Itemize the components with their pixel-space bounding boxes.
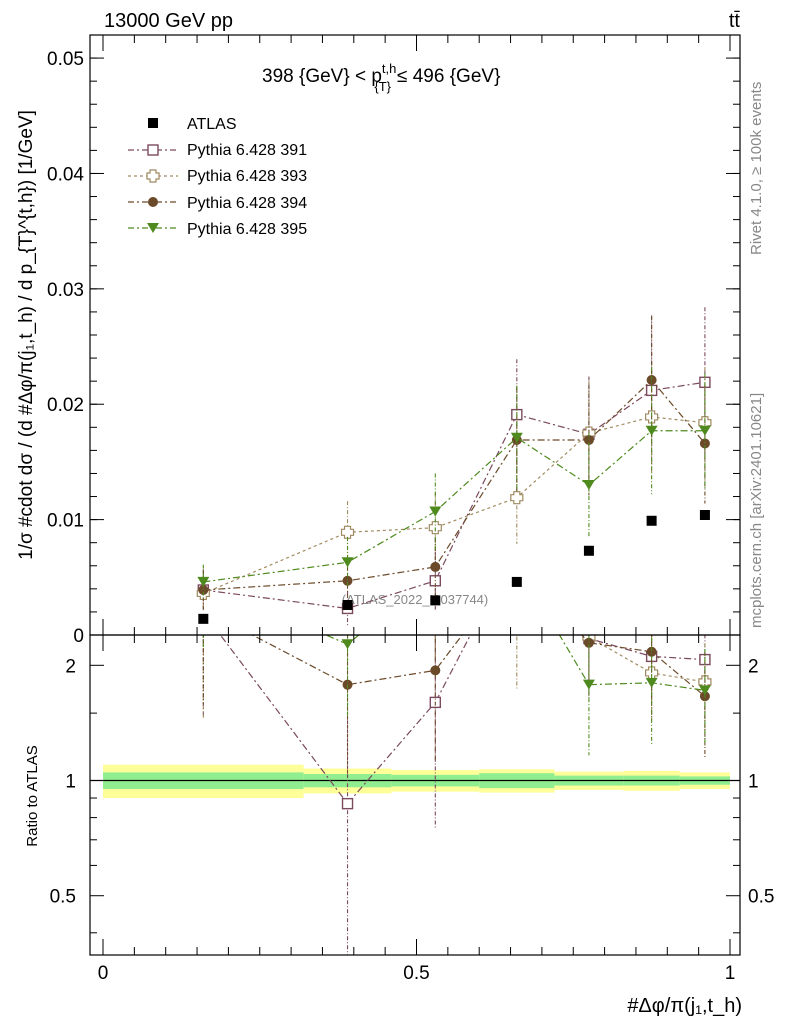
series-395-point [698, 425, 711, 436]
axes-layer: 0 0.01 0.02 0.03 0.04 0.05 0.5 0.5 1 1 2 2 0 0.5 1 [47, 34, 774, 984]
legend: ATLAS Pythia 6.428 391 Pythia 6.428 393 … [128, 116, 307, 238]
legend-391: Pythia 6.428 391 [128, 142, 307, 159]
atlas-point [430, 595, 441, 606]
series-391-ratio-point [341, 797, 354, 810]
ratio-ytick-label: 2 [65, 656, 76, 677]
rivet-info: Rivet 4.1.0, ≥ 100k events [748, 82, 765, 255]
series-395-point [582, 480, 595, 490]
series-395-ratio-point [511, 558, 523, 568]
legend-atlas-label: ATLAS [187, 116, 237, 133]
series-395-ratio-point [698, 685, 711, 696]
legend-atlas-marker [148, 118, 158, 128]
ratio-ytick-label-right: 2 [748, 656, 759, 677]
xtick-label: 0.5 [403, 963, 429, 984]
series-393-point [340, 525, 355, 539]
ratio-plot-area [197, 558, 712, 955]
legend-394-label: Pythia 6.428 394 [187, 195, 307, 212]
main-ytick-label: 0.04 [47, 164, 84, 185]
atlas-point [699, 510, 710, 520]
series-395-ratio-line [324, 635, 706, 691]
xtick-label: 1 [725, 963, 736, 984]
ratio-bands [90, 764, 740, 799]
series-395-point [341, 557, 354, 568]
atlas-point [511, 576, 522, 587]
series-395-ratio-point [645, 677, 658, 688]
y-axis-label: 1/σ #cdot dσ / (d #Δφ/π(j₁,t_h) / d p_{T… [16, 110, 37, 560]
series-395-point [645, 425, 658, 436]
legend-395: Pythia 6.428 395 [128, 221, 307, 238]
legend-393-label: Pythia 6.428 393 [187, 168, 307, 185]
plot-title: 398 {GeV} < pt,h {T} ≤ 496 {GeV} [262, 61, 500, 94]
ratio-frame [89, 634, 741, 956]
atlas-point [198, 613, 209, 624]
series-394-line [203, 379, 706, 591]
series-395-line [203, 430, 705, 583]
ratio-y-axis-label: Ratio to ATLAS [24, 745, 41, 846]
legend-395-label: Pythia 6.428 395 [187, 221, 307, 238]
series-395-point [510, 432, 523, 443]
main-plot-area [196, 307, 712, 626]
series-395-point [429, 506, 442, 517]
series-393-line [203, 416, 705, 595]
series-394-point [198, 585, 209, 595]
series-393-point [510, 491, 524, 505]
series-394-ratio-line [251, 635, 706, 697]
legend-393: Pythia 6.428 393 [128, 168, 307, 185]
header-right: tt̄ [729, 10, 741, 32]
series-395-point [197, 576, 210, 587]
x-axis-label: #Δφ/π(j₁,t_h) [627, 995, 742, 1017]
main-ytick-label: 0.05 [47, 49, 84, 70]
xtick-label: 0 [98, 963, 109, 984]
series-layer [196, 307, 712, 955]
series-394-ratio-point [512, 558, 522, 568]
ratio-ytick-label: 1 [65, 772, 76, 793]
series-393-ratio-point [197, 622, 209, 634]
analysis-watermark: (ATLAS_2022_I2037744) [342, 592, 488, 607]
ratio-ytick-label: 0.5 [50, 887, 76, 908]
series-395-ratio-point [582, 679, 595, 690]
series-394-ratio-point [646, 646, 657, 657]
series-395-ratio-point [341, 639, 354, 650]
atlas-point [646, 515, 657, 526]
atlas-point [583, 545, 594, 556]
main-ytick-label: 0.01 [47, 511, 84, 532]
series-393-ratio-point [511, 616, 523, 628]
legend-394: Pythia 6.428 394 [128, 195, 307, 212]
main-ytick-label: 0.02 [47, 395, 84, 416]
legend-391-label: Pythia 6.428 391 [187, 142, 307, 159]
atlas-point [342, 600, 353, 610]
main-ytick-label: 0 [73, 626, 84, 647]
series-394-ratio-point [583, 637, 594, 648]
series-394-point [430, 561, 441, 572]
series-394-point [342, 575, 353, 586]
ratio-ytick-label-right: 1 [748, 772, 759, 793]
ratio-ytick-label-right: 0.5 [748, 887, 774, 908]
series-391-line [203, 381, 706, 610]
mcplots-info: mcplots.cern.ch [arXiv:2401.10621] [748, 393, 765, 628]
main-ytick-label: 0.03 [47, 280, 84, 301]
series-394-point [699, 438, 710, 449]
series-394-ratio-point [430, 665, 441, 676]
header-left: 13000 GeV pp [104, 10, 233, 32]
